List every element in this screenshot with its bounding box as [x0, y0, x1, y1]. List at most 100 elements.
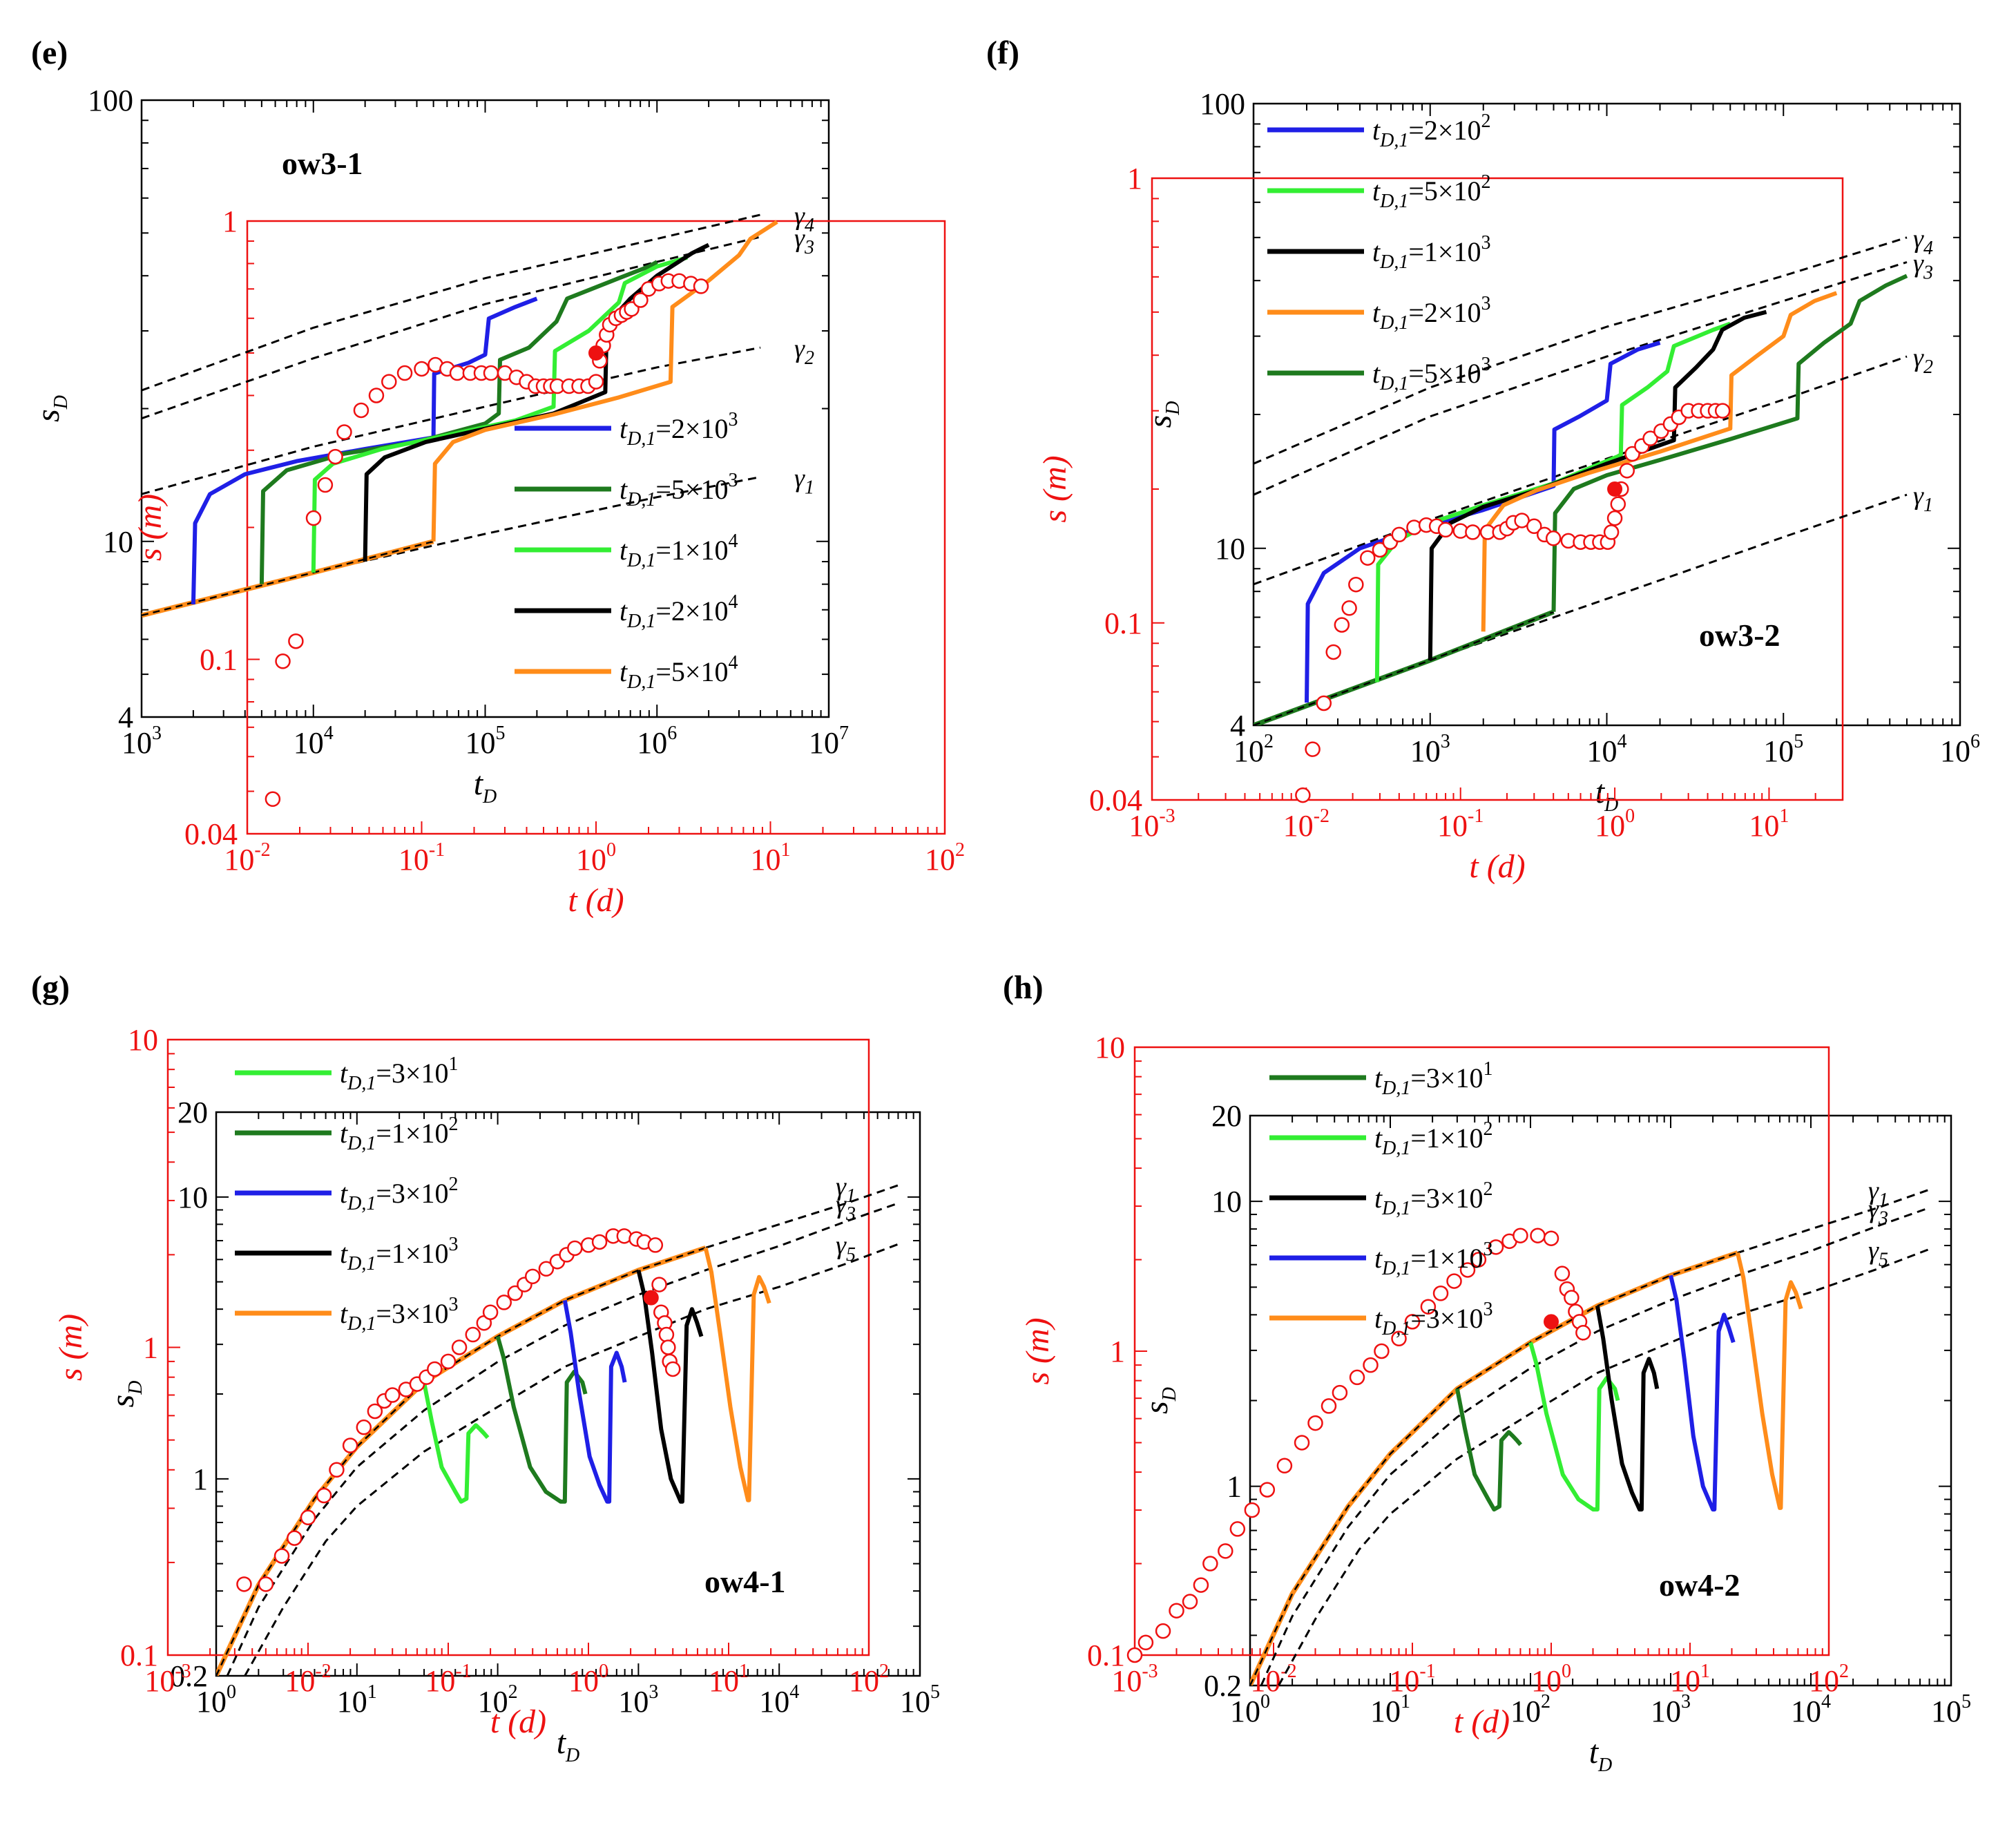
legend-entry: tD,1=3×102	[1374, 1178, 1492, 1219]
x-axis-label: tD	[557, 1724, 580, 1766]
x-tick-label: 100	[1230, 1691, 1270, 1728]
legend-entry-part: D,1	[1381, 1078, 1410, 1099]
x2-tick-label: 10-1	[399, 839, 445, 877]
x2-tick-label-part: -3	[175, 1661, 191, 1682]
observed-point	[1530, 1228, 1546, 1243]
legend-entry-part: D,1	[1379, 312, 1408, 334]
y-axis-label: sD	[104, 1381, 146, 1408]
legend-entry-part: 3	[448, 1234, 458, 1255]
observed-point	[647, 1237, 664, 1253]
envelope-gamma-1	[1250, 1188, 1930, 1686]
x-tick-label-part: 10	[465, 726, 496, 760]
observed-point	[482, 1304, 499, 1320]
series-3	[1669, 1274, 1736, 1512]
legend-entry-part: D,1	[1379, 373, 1408, 394]
x2-tick-label: 10-1	[425, 1661, 471, 1698]
observed-point	[693, 278, 709, 294]
gamma-label-3-part: γ	[794, 224, 805, 253]
gamma-label-5-part: 5	[846, 1244, 856, 1266]
y2-axis-label: s (m)	[52, 1314, 89, 1381]
y-tick-label-part: 1	[193, 1462, 208, 1496]
legend-entry-part: =3×10	[1410, 1303, 1483, 1334]
x-tick-label-part: 10	[637, 726, 667, 760]
x-tick-label-part: 10	[1931, 1694, 1961, 1728]
legend-entry-part: t	[1374, 1183, 1383, 1214]
series-0	[422, 1382, 490, 1504]
x2-tick-label: 100	[568, 1661, 608, 1698]
series-2	[1428, 309, 1767, 660]
x2-axis-label-part: t	[1469, 848, 1479, 885]
gamma-label-2-part: 2	[805, 347, 814, 369]
legend-entry-part: D,1	[347, 1073, 376, 1094]
y2-axis-label-part: s	[1037, 510, 1073, 523]
x-tick-label: 105	[465, 723, 506, 760]
observed-point	[1488, 1239, 1504, 1255]
series-2	[562, 1299, 627, 1504]
observed-point	[1341, 600, 1357, 616]
y-tick-label: 10	[177, 1181, 208, 1214]
envelope-gamma-5	[244, 1243, 899, 1676]
x2-tick-label: 102	[849, 1661, 889, 1698]
observed-point	[1332, 1384, 1348, 1401]
series-1	[495, 1335, 588, 1504]
x2-tick-label: 10-2	[224, 839, 270, 877]
y-tick-label: 4	[118, 700, 133, 734]
observed-point	[1391, 1330, 1407, 1347]
y2-tick-label-part: 1	[1110, 1335, 1125, 1368]
legend-entry-part: =1×10	[1410, 1243, 1483, 1274]
x2-tick-label: 10-2	[285, 1661, 331, 1698]
well-label-part: ow3-1	[282, 146, 363, 181]
gamma-label-1: γ1	[794, 464, 814, 498]
legend-entry-part: t	[340, 1118, 348, 1149]
observed-point	[327, 448, 343, 465]
observed-point	[1606, 510, 1623, 526]
y2-tick-label-part: 0.1	[120, 1639, 158, 1672]
series-4	[703, 1247, 771, 1502]
observed-point	[1349, 1369, 1365, 1386]
x-tick-label: 102	[1510, 1691, 1551, 1728]
observed-point	[1526, 518, 1542, 535]
gamma-label-3-part: γ	[836, 1190, 847, 1219]
gamma-label-1: γ1	[1868, 1176, 1888, 1211]
gamma-label-3: γ3	[836, 1190, 856, 1225]
x2-tick-label-part: 10	[1129, 809, 1159, 843]
legend-entry-part: =3×10	[1410, 1183, 1483, 1214]
observed-point	[368, 388, 385, 403]
x-tick-label-part: 2	[1541, 1691, 1551, 1712]
series-1	[259, 260, 658, 584]
gamma-label-4-part: 4	[1923, 238, 1933, 259]
match-point	[643, 1290, 659, 1306]
observed-point	[1470, 1252, 1487, 1268]
gamma-label-2-part: 2	[1923, 356, 1933, 378]
x-tick-label-part: 7	[839, 723, 849, 744]
gamma-label-2: γ2	[1913, 343, 1933, 378]
x-tick-label: 101	[337, 1681, 377, 1719]
x-tick-label: 105	[900, 1681, 940, 1719]
envelope-gamma-3	[1254, 261, 1908, 496]
observed-point	[1391, 526, 1408, 543]
observed-point	[1202, 1556, 1218, 1572]
x-tick-label-part: 10	[1651, 1694, 1681, 1728]
y2-tick-label-part: 1	[1127, 162, 1142, 195]
y-tick-label: 20	[1211, 1099, 1242, 1133]
x2-tick-label: 102	[1809, 1661, 1849, 1698]
observed-point	[1229, 1521, 1246, 1537]
x2-tick-label-part: -2	[254, 839, 270, 861]
legend-entry-part: t	[340, 1178, 348, 1209]
x2-tick-label-part: 10	[1670, 1664, 1700, 1698]
x2-tick-label-part: 10	[709, 1664, 739, 1698]
y2-tick-label: 0.1	[1104, 607, 1142, 640]
x2-tick-label-part: 10	[144, 1664, 175, 1698]
x2-tick-label-part: 10	[1283, 809, 1314, 843]
legend-entry-part: =5×10	[1408, 175, 1481, 207]
gamma-label-5-part: 5	[1879, 1249, 1888, 1270]
panel-label-part: (e)	[31, 35, 68, 71]
observed-point	[342, 1438, 358, 1453]
legend-entry: tD,1=5×104	[620, 652, 738, 693]
panel-label: (h)	[1003, 969, 1044, 1006]
x-tick-label: 104	[294, 723, 334, 760]
observed-point	[288, 633, 304, 649]
x2-tick-label-part: -2	[1314, 805, 1329, 827]
observed-point	[265, 791, 281, 808]
y-tick-label: 1	[1227, 1470, 1242, 1504]
